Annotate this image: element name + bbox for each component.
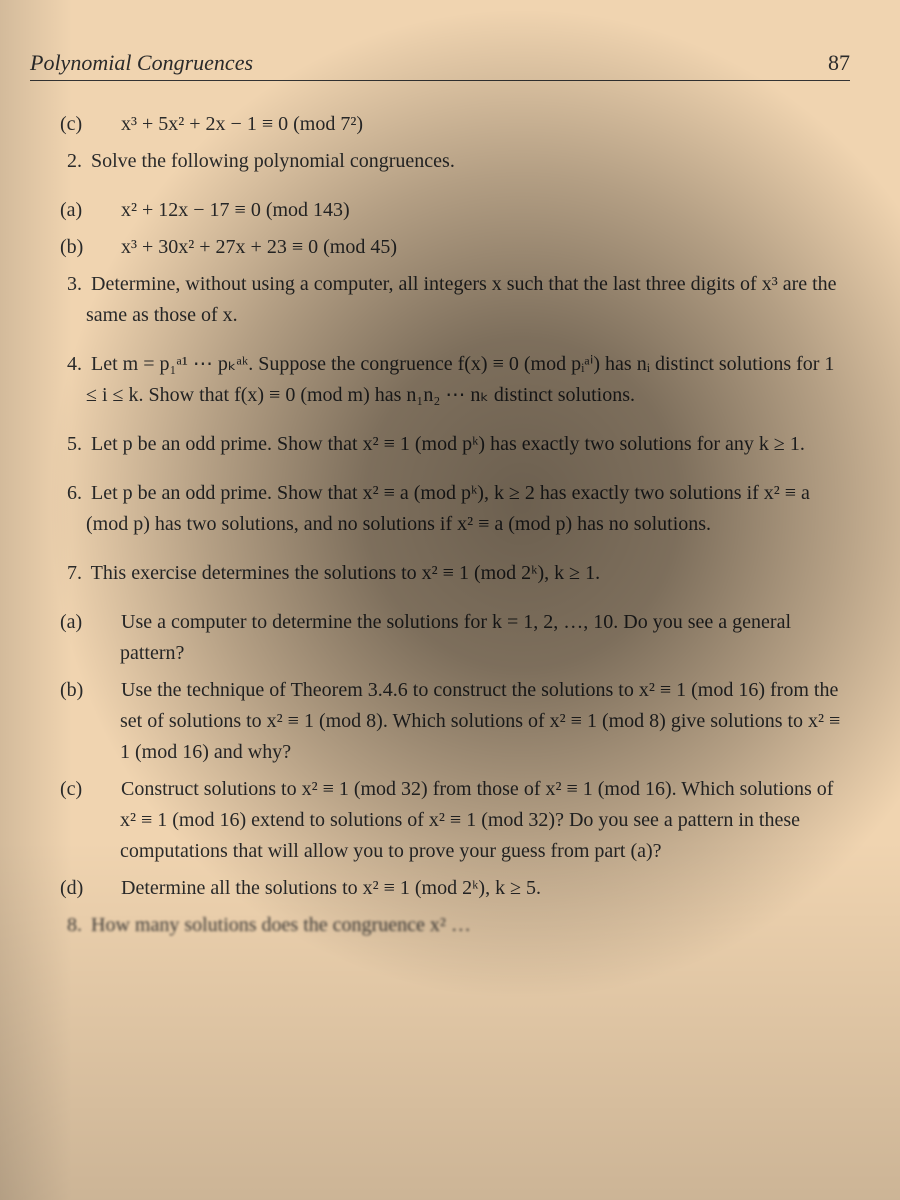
- problem-text: Solve the following polynomial congruenc…: [91, 150, 455, 172]
- problem-number: 8.: [54, 910, 82, 941]
- problem-8: 8. How many solutions does the congruenc…: [30, 910, 850, 941]
- problem-text: Let m = p₁ᵃ¹ ⋯ pₖᵃᵏ. Suppose the congrue…: [86, 353, 834, 406]
- problem-number: 3.: [54, 269, 82, 300]
- problem-2: 2. Solve the following polynomial congru…: [30, 146, 850, 177]
- problem-4: 4. Let m = p₁ᵃ¹ ⋯ pₖᵃᵏ. Suppose the cong…: [30, 349, 850, 411]
- math-text: x³ + 30x² + 27x + 23 ≡ 0 (mod 45): [121, 236, 397, 258]
- math-text: x² + 12x − 17 ≡ 0 (mod 143): [121, 199, 350, 221]
- problem-number: 5.: [54, 429, 82, 460]
- problem-7b: (b) Use the technique of Theorem 3.4.6 t…: [120, 675, 850, 768]
- problem-7: 7. This exercise determines the solution…: [30, 558, 850, 589]
- problem-7a: (a) Use a computer to determine the solu…: [120, 607, 850, 669]
- problem-text: How many solutions does the congruence x…: [91, 914, 471, 936]
- subpart-label: (c): [90, 774, 116, 805]
- subpart-label: (b): [90, 675, 116, 706]
- problem-number: 6.: [54, 478, 82, 509]
- problem-3: 3. Determine, without using a computer, …: [30, 269, 850, 331]
- problem-text: Determine all the solutions to x² ≡ 1 (m…: [121, 877, 541, 899]
- subpart-label: (a): [90, 607, 116, 638]
- problem-text: Use the technique of Theorem 3.4.6 to co…: [120, 679, 840, 763]
- problem-1c: (c) x³ + 5x² + 2x − 1 ≡ 0 (mod 7²): [120, 109, 850, 140]
- problem-5: 5. Let p be an odd prime. Show that x² ≡…: [30, 429, 850, 460]
- problem-text: This exercise determines the solutions t…: [91, 562, 600, 584]
- problem-text: Construct solutions to x² ≡ 1 (mod 32) f…: [120, 778, 833, 862]
- math-text: x³ + 5x² + 2x − 1 ≡ 0 (mod 7²): [121, 113, 363, 135]
- page-header: Polynomial Congruences 87: [30, 50, 850, 81]
- problem-2a: (a) x² + 12x − 17 ≡ 0 (mod 143): [120, 195, 850, 226]
- problem-text: Let p be an odd prime. Show that x² ≡ a …: [86, 482, 810, 535]
- problem-text: Determine, without using a computer, all…: [86, 273, 837, 326]
- subpart-label: (a): [90, 195, 116, 226]
- subpart-label: (c): [90, 109, 116, 140]
- problem-6: 6. Let p be an odd prime. Show that x² ≡…: [30, 478, 850, 540]
- problem-7c: (c) Construct solutions to x² ≡ 1 (mod 3…: [120, 774, 850, 867]
- problem-number: 4.: [54, 349, 82, 380]
- problem-number: 2.: [54, 146, 82, 177]
- subpart-label: (d): [90, 873, 116, 904]
- problem-text: Let p be an odd prime. Show that x² ≡ 1 …: [91, 433, 805, 455]
- problem-2b: (b) x³ + 30x² + 27x + 23 ≡ 0 (mod 45): [120, 232, 850, 263]
- running-head: Polynomial Congruences: [30, 50, 253, 76]
- problem-text: Use a computer to determine the solution…: [120, 611, 791, 664]
- textbook-page: Polynomial Congruences 87 (c) x³ + 5x² +…: [0, 0, 900, 1200]
- subpart-label: (b): [90, 232, 116, 263]
- problem-7d: (d) Determine all the solutions to x² ≡ …: [120, 873, 850, 904]
- problem-number: 7.: [54, 558, 82, 589]
- page-number: 87: [828, 50, 850, 76]
